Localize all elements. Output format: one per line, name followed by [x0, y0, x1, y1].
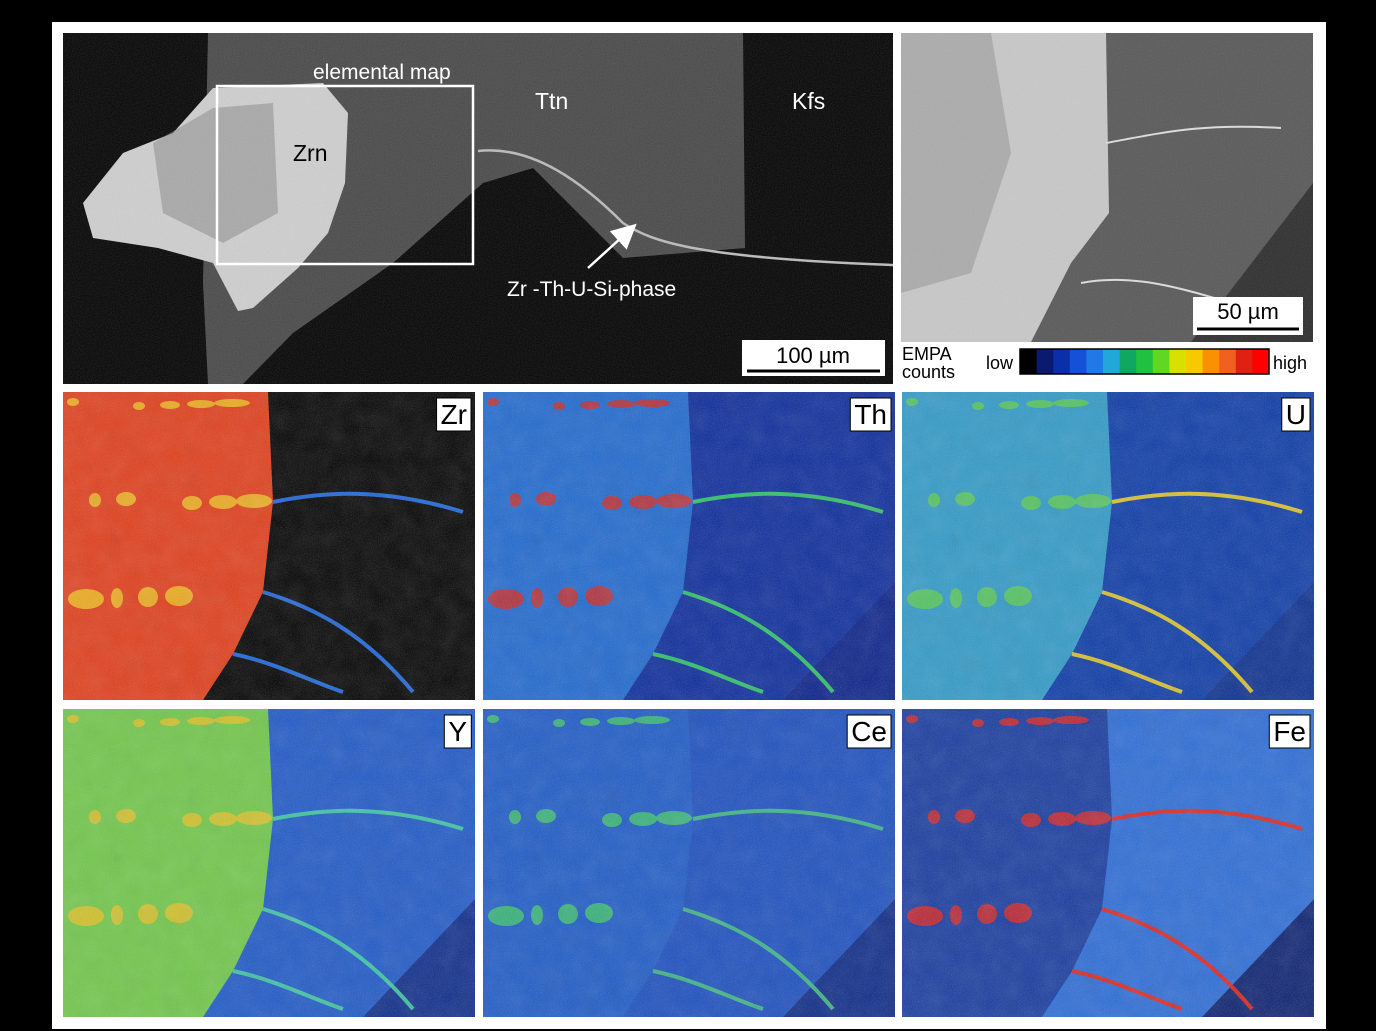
element-label: Fe: [1273, 716, 1306, 747]
element-map: Fe: [902, 709, 1314, 1017]
colorbar-step: [1203, 349, 1220, 374]
element-map: Zr: [63, 392, 475, 700]
element-label-group: Th: [850, 398, 891, 431]
mineral-label: Zrn: [293, 140, 328, 166]
figure: elemental map Ttn Kfs Zrn Zr -Th-U-Si-ph…: [0, 0, 1376, 1031]
mineral-label: Kfs: [792, 88, 825, 114]
scale-bar-label: 50 µm: [1217, 299, 1279, 324]
colorbar-step: [1153, 349, 1170, 374]
colorbar-step: [1120, 349, 1137, 374]
element-label-group: Y: [444, 715, 471, 748]
colorbar-step: [1103, 349, 1120, 374]
element-label: Zr: [441, 399, 467, 430]
element-label-group: U: [1282, 398, 1310, 431]
mineral-label: Ttn: [535, 88, 568, 114]
map-texture: [63, 392, 475, 700]
colorbar-step: [1070, 349, 1087, 374]
colorbar-step: [1020, 349, 1037, 374]
colorbar-step: [1186, 349, 1203, 374]
bse-texture: [63, 33, 893, 384]
element-label: Th: [854, 399, 887, 430]
map-texture: [902, 709, 1314, 1017]
colorbar-step: [1219, 349, 1236, 374]
element-label: Ce: [851, 716, 887, 747]
element-label-group: Zr: [437, 398, 471, 431]
map-texture: [483, 709, 895, 1017]
element-label-group: Ce: [847, 715, 891, 748]
legend-title: EMPA: [902, 344, 952, 364]
legend-title: counts: [902, 362, 955, 382]
element-map: Y: [63, 709, 475, 1017]
bse-overview: elemental map Ttn Kfs Zrn Zr -Th-U-Si-ph…: [63, 33, 893, 384]
map-texture: [902, 392, 1314, 700]
colorbar-step: [1169, 349, 1186, 374]
bse-texture: [901, 33, 1313, 342]
map-texture: [63, 709, 475, 1017]
element-map: Th: [483, 392, 895, 700]
map-texture: [483, 392, 895, 700]
element-map: U: [902, 392, 1314, 700]
element-label: Y: [448, 716, 467, 747]
colorbar-step: [1086, 349, 1103, 374]
page: {"figure": { "bse_overview": { "elementa…: [0, 0, 1376, 1031]
colorbar-step: [1136, 349, 1153, 374]
scale-bar-label: 100 µm: [776, 343, 850, 368]
element-label: U: [1286, 399, 1306, 430]
element-map: Ce: [483, 709, 895, 1017]
colorbar-step: [1236, 349, 1253, 374]
phase-label: Zr -Th-U-Si-phase: [507, 278, 676, 301]
colorbar-step: [1037, 349, 1054, 374]
bse-detail: 50 µm: [901, 33, 1313, 342]
element-label-group: Fe: [1269, 715, 1310, 748]
colorbar: [1020, 349, 1270, 374]
colorbar-step: [1252, 349, 1269, 374]
map-box-label: elemental map: [313, 61, 451, 84]
legend-high: high: [1273, 353, 1307, 373]
colorbar-step: [1053, 349, 1070, 374]
legend-low: low: [986, 353, 1014, 373]
